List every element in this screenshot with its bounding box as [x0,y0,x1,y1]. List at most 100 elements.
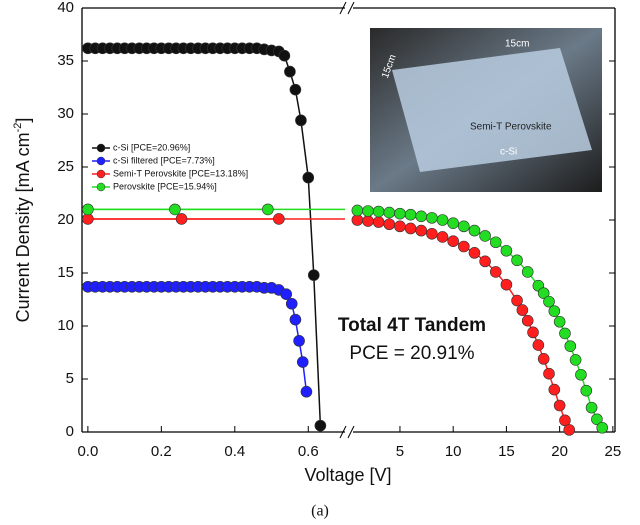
data-point [489,236,502,249]
series-line [87,286,308,392]
data-point [362,215,374,227]
data-point [521,314,534,327]
series-line [87,47,322,426]
data-point [394,220,406,233]
data-point [548,383,561,396]
data-point [82,203,94,216]
y-axis-label-part: -2 [12,123,24,133]
data-point [479,230,491,242]
annotation: Total 4T Tandem [338,315,486,336]
y-tick-label: 30 [57,105,74,122]
data-point [295,114,307,127]
data-point [415,224,428,237]
data-point [468,247,481,259]
data-point [307,269,320,281]
data-point [500,244,513,257]
inset-photo: 15cm 15cm Semi-T Perovskite c-Si [370,28,602,192]
data-point [543,367,555,380]
data-point [559,414,571,427]
data-point [516,304,529,316]
legend-label: c-Si [PCE=20.96%] [113,142,190,152]
data-point [564,340,577,352]
data-point [447,217,459,229]
data-point [543,295,555,308]
data-point [404,208,417,221]
x-tick-label: 25 [605,443,622,460]
data-point [489,266,502,278]
data-point [436,231,449,243]
data-point [289,313,302,326]
data-point [458,240,470,253]
y-tick-label: 0 [66,423,74,440]
data-point [436,214,449,226]
data-point [548,305,561,317]
inset-label: 15cm [505,39,529,50]
data-point [280,288,293,301]
data-point [580,384,593,397]
data-point [175,213,188,225]
y-axis-label: Current Density [mA cm-2] [12,118,33,323]
y-tick-label: 20 [57,211,74,228]
legend-label: c-Si filtered [PCE=7.73%] [113,155,215,165]
x-tick-label: 10 [445,443,462,460]
data-point [563,424,576,436]
data-point [293,335,305,347]
data-point [569,354,582,366]
y-tick-label: 10 [57,317,74,334]
data-point [596,421,609,434]
y-tick-label: 40 [57,0,74,16]
data-point [537,287,550,299]
data-point [458,220,470,233]
y-tick-label: 25 [57,158,74,175]
y-axis-label-part: Current Density [mA cm [13,132,33,322]
data-point [575,368,587,381]
data-point [314,419,327,432]
axis-break [339,425,355,439]
axis-break [339,1,355,15]
annotation: PCE = 20.91% [349,343,474,364]
legend-marker [96,156,106,166]
data-point [511,294,523,307]
data-point [302,171,315,184]
caption: (a) [311,503,329,520]
data-point [500,278,513,291]
data-point [591,413,603,426]
data-point [585,401,598,414]
data-point [372,216,385,228]
data-point [273,213,285,225]
x-tick-label: 0.4 [224,443,245,460]
legend-marker [96,143,106,153]
data-point [468,224,481,237]
data-point [511,254,523,267]
data-point [383,218,396,231]
x-tick-label: 5 [396,443,404,460]
data-point [426,227,438,240]
data-point [372,205,385,218]
data-point [362,205,374,217]
data-point [537,353,550,365]
data-point [553,399,566,412]
x-tick-label: 0.6 [298,443,319,460]
data-point [262,203,274,216]
inset-label: c-Si [500,147,517,158]
y-tick-label: 5 [66,370,74,387]
y-axis-label-part: ] [13,118,33,123]
inset-label: Semi-T Perovskite [470,122,552,133]
data-point [383,206,396,219]
legend-label: Perovskite [PCE=15.94%] [113,181,217,191]
legend-label: Semi-T Perovskite [PCE=13.18%] [113,168,248,178]
data-point [394,207,406,220]
data-point [284,65,296,78]
x-axis-label: Voltage [V] [304,465,391,485]
x-tick-label: 15 [498,443,515,460]
data-point [553,315,566,328]
legend-marker [96,169,106,179]
x-tick-label: 0.2 [151,443,172,460]
data-point [426,212,438,224]
data-point [404,222,417,235]
data-point [289,83,302,96]
data-point [479,255,491,268]
y-tick-label: 35 [57,52,74,69]
data-point [300,385,313,398]
